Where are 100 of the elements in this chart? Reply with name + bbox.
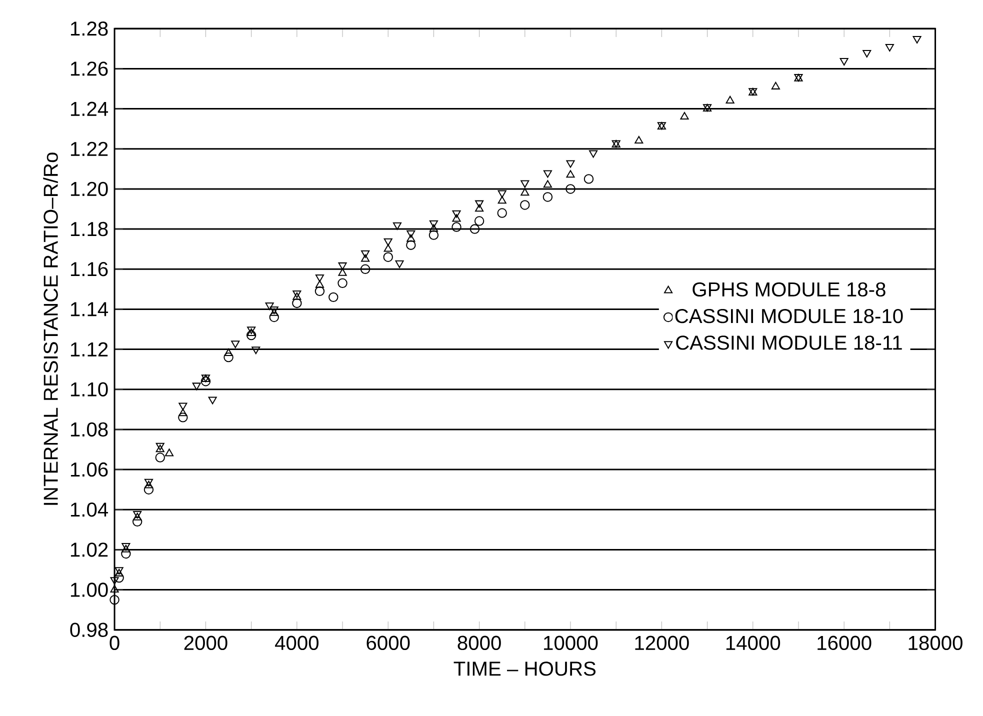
point [361, 250, 370, 258]
point [224, 348, 233, 356]
point [584, 174, 594, 184]
y-tick-label: 1.28 [70, 22, 108, 36]
point [429, 224, 438, 232]
y-tick-label: 1.14 [70, 302, 108, 316]
point [155, 452, 165, 462]
point [392, 222, 402, 230]
y-tick-label: 1.12 [70, 342, 108, 356]
point [144, 484, 154, 495]
point [360, 264, 370, 274]
point [122, 543, 130, 551]
y-tick-label: 1.02 [70, 542, 108, 557]
point [566, 160, 575, 168]
point [542, 192, 553, 202]
point [114, 569, 124, 577]
point [164, 448, 174, 456]
x-tick-label: 8000 [458, 636, 501, 650]
y-tick-label: 1.20 [70, 182, 108, 196]
point [520, 200, 530, 210]
point [270, 306, 278, 314]
x-axis-title: TIME – HOURS [454, 662, 596, 676]
y-tick-label: 1.18 [70, 222, 108, 236]
point [475, 200, 484, 208]
x-tick-label: 6000 [366, 636, 410, 650]
point [144, 478, 154, 487]
y-tick-label: 1.04 [70, 502, 108, 517]
point [543, 180, 552, 188]
point [475, 204, 484, 212]
point [292, 298, 302, 308]
point [328, 292, 338, 302]
point [192, 382, 201, 390]
point [314, 286, 325, 296]
point [224, 352, 234, 362]
point [840, 58, 848, 66]
point [156, 444, 164, 452]
point [566, 170, 575, 178]
point [178, 412, 188, 422]
y-tick-label: 1.22 [70, 142, 108, 156]
point [144, 480, 154, 488]
y-tick-label: 1.08 [70, 422, 108, 437]
point [269, 312, 279, 322]
point [885, 44, 894, 52]
point [452, 210, 461, 218]
x-tick-label: 12000 [635, 636, 689, 650]
x-tick-label: 10000 [544, 636, 598, 650]
point [543, 170, 552, 178]
point [247, 328, 256, 336]
y-tick-label: 1.10 [70, 382, 108, 397]
x-tick-label: 14000 [726, 636, 780, 650]
y-tick-label: 1.26 [70, 62, 108, 76]
x-tick-label: 18000 [908, 636, 962, 650]
y-tick-label: 1.16 [70, 262, 108, 276]
point [122, 544, 130, 553]
point [862, 50, 872, 58]
point [474, 216, 484, 226]
point [247, 326, 256, 334]
point [121, 548, 131, 559]
point [452, 214, 461, 222]
point [208, 396, 217, 404]
legend-label: GPHS MODULE 18-8 [692, 282, 886, 297]
legend-label: CASSINI MODULE 18-10 [675, 309, 903, 324]
point [156, 442, 164, 450]
point [114, 573, 124, 583]
point [406, 240, 416, 250]
point [383, 252, 393, 262]
point [912, 36, 922, 44]
point [270, 308, 278, 316]
point [589, 150, 598, 158]
y-tick-label: 1.24 [70, 102, 108, 116]
point [110, 595, 120, 605]
point [406, 230, 416, 238]
point [634, 136, 644, 144]
point [406, 234, 416, 242]
point [361, 254, 370, 262]
x-tick-label: 4000 [275, 636, 319, 650]
point [132, 516, 142, 527]
point [265, 302, 274, 310]
y-tick-label: 1.00 [70, 582, 108, 598]
point [497, 208, 507, 218]
x-tick-label: 0 [110, 636, 120, 650]
point [771, 82, 780, 90]
point [470, 224, 480, 234]
point [231, 340, 240, 348]
point [395, 260, 404, 268]
point [338, 278, 348, 288]
point [566, 184, 576, 194]
point [428, 230, 439, 240]
point [726, 96, 734, 104]
point [252, 346, 260, 354]
point [452, 222, 462, 232]
point [246, 330, 256, 340]
y-tick-label: 0.98 [70, 622, 108, 638]
point [114, 567, 124, 575]
legend-label: CASSINI MODULE 18-11 [676, 336, 902, 350]
point [200, 376, 211, 386]
x-tick-label: 2000 [184, 636, 228, 650]
x-tick-label: 16000 [818, 636, 872, 650]
y-tick-label: 1.06 [70, 462, 108, 477]
point [429, 220, 438, 228]
